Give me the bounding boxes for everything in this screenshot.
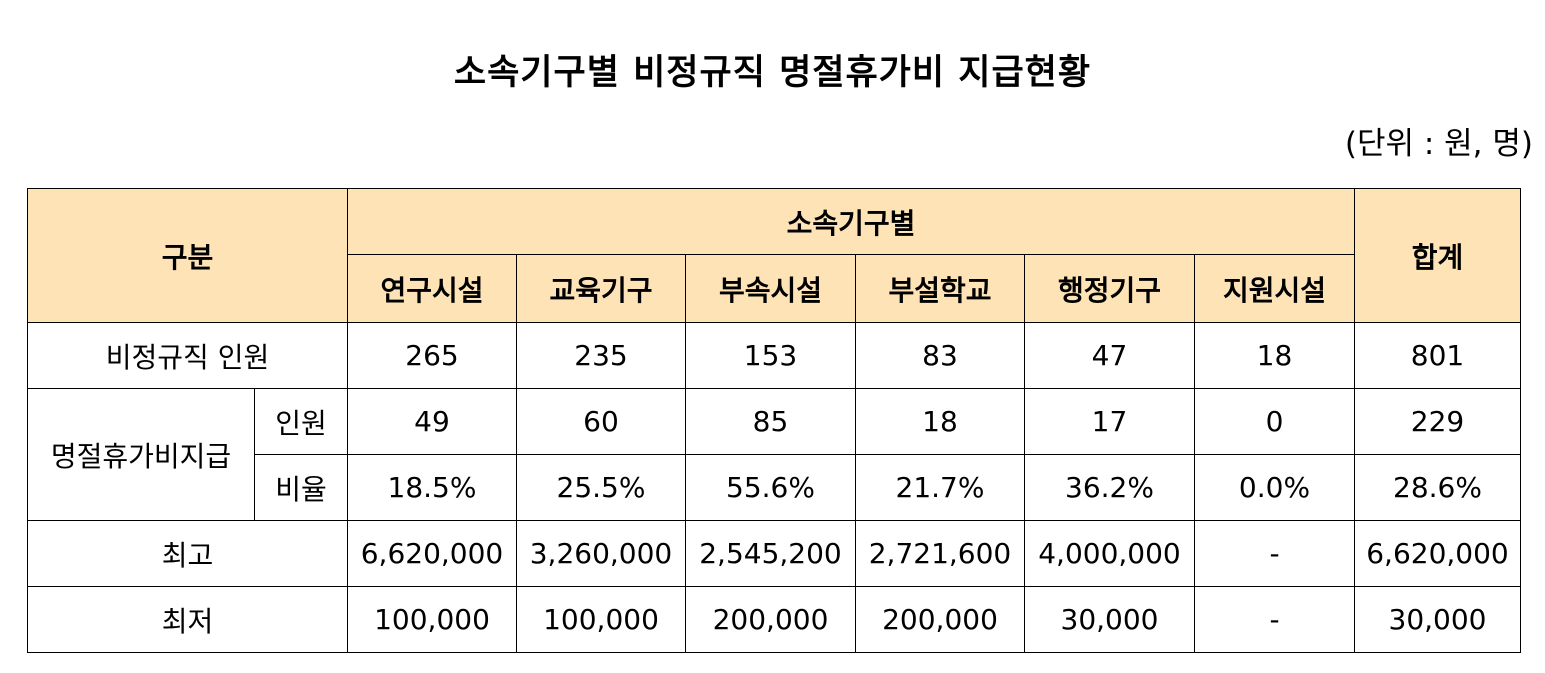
table-cell: 83 xyxy=(855,322,1025,389)
row-label-staff: 비정규직 인원 xyxy=(27,322,348,389)
header-col: 연구시설 xyxy=(347,254,517,323)
table-cell: 17 xyxy=(1024,388,1195,455)
table-cell: 36.2% xyxy=(1024,454,1195,521)
table-row-staff: 비정규직 인원 265 235 153 83 47 18 801 xyxy=(27,322,1521,389)
header-col: 교육기구 xyxy=(516,254,686,323)
table-cell: 18.5% xyxy=(347,454,517,521)
page-title: 소속기구별 비정규직 명절휴가비 지급현황 xyxy=(453,53,1092,93)
table-cell: 25.5% xyxy=(516,454,686,521)
table-cell: 153 xyxy=(685,322,856,389)
row-label-min: 최저 xyxy=(27,586,348,653)
header-col: 부설학교 xyxy=(855,254,1025,323)
table-cell: 21.7% xyxy=(855,454,1025,521)
table-row-payment-count: 명절휴가비지급 인원 49 60 85 18 17 0 229 xyxy=(27,388,1521,521)
header-col: 부속시설 xyxy=(685,254,856,323)
table-cell: 6,620,000 xyxy=(347,520,517,587)
header-category: 구분 xyxy=(27,188,348,323)
table-row-min: 최저 100,000 100,000 200,000 200,000 30,00… xyxy=(27,586,1521,653)
table-cell: - xyxy=(1194,520,1355,587)
header-group: 소속기구별 xyxy=(347,188,1355,255)
table-row-max: 최고 6,620,000 3,260,000 2,545,200 2,721,6… xyxy=(27,520,1521,587)
row-label-max: 최고 xyxy=(27,520,348,587)
table-cell: 0.0% xyxy=(1194,454,1355,521)
header-row-1: 구분 소속기구별 합계 xyxy=(27,188,1521,323)
table-cell: 85 xyxy=(685,388,856,455)
table-cell: 235 xyxy=(516,322,686,389)
sub-label-count: 인원 xyxy=(254,388,348,455)
table-cell: 200,000 xyxy=(685,586,856,653)
table-cell: 0 xyxy=(1194,388,1355,455)
header-total: 합계 xyxy=(1354,188,1521,323)
table-cell: 30,000 xyxy=(1024,586,1195,653)
table-cell: 49 xyxy=(347,388,517,455)
allowance-table: 구분 소속기구별 합계 연구시설 교육기구 부속시설 부설학교 행정기구 지원시… xyxy=(27,188,1521,653)
table-cell: 100,000 xyxy=(516,586,686,653)
table-cell: - xyxy=(1194,586,1355,653)
table-cell: 2,545,200 xyxy=(685,520,856,587)
table-cell: 3,260,000 xyxy=(516,520,686,587)
table-cell-total: 6,620,000 xyxy=(1354,520,1521,587)
table-cell-total: 28.6% xyxy=(1354,454,1521,521)
table-cell: 47 xyxy=(1024,322,1195,389)
table-cell-total: 30,000 xyxy=(1354,586,1521,653)
table-cell: 265 xyxy=(347,322,517,389)
table-cell: 4,000,000 xyxy=(1024,520,1195,587)
table-cell-total: 801 xyxy=(1354,322,1521,389)
table-cell: 2,721,600 xyxy=(855,520,1025,587)
unit-note: (단위 : 원, 명) xyxy=(1344,126,1533,162)
header-row-2: 연구시설 교육기구 부속시설 부설학교 행정기구 지원시설 xyxy=(28,254,1521,323)
table-cell: 60 xyxy=(516,388,686,455)
table-cell: 200,000 xyxy=(855,586,1025,653)
header-col: 지원시설 xyxy=(1194,254,1355,323)
table-cell: 100,000 xyxy=(347,586,517,653)
table-cell: 18 xyxy=(1194,322,1355,389)
table-cell: 55.6% xyxy=(685,454,856,521)
row-label-payment: 명절휴가비지급 xyxy=(27,388,255,521)
header-col: 행정기구 xyxy=(1024,254,1195,323)
table-cell: 18 xyxy=(855,388,1025,455)
sub-label-ratio: 비율 xyxy=(254,454,348,521)
table-cell-total: 229 xyxy=(1354,388,1521,455)
table-row-payment-ratio: 비율 18.5% 25.5% 55.6% 21.7% 36.2% 0.0% 28… xyxy=(28,454,1521,521)
